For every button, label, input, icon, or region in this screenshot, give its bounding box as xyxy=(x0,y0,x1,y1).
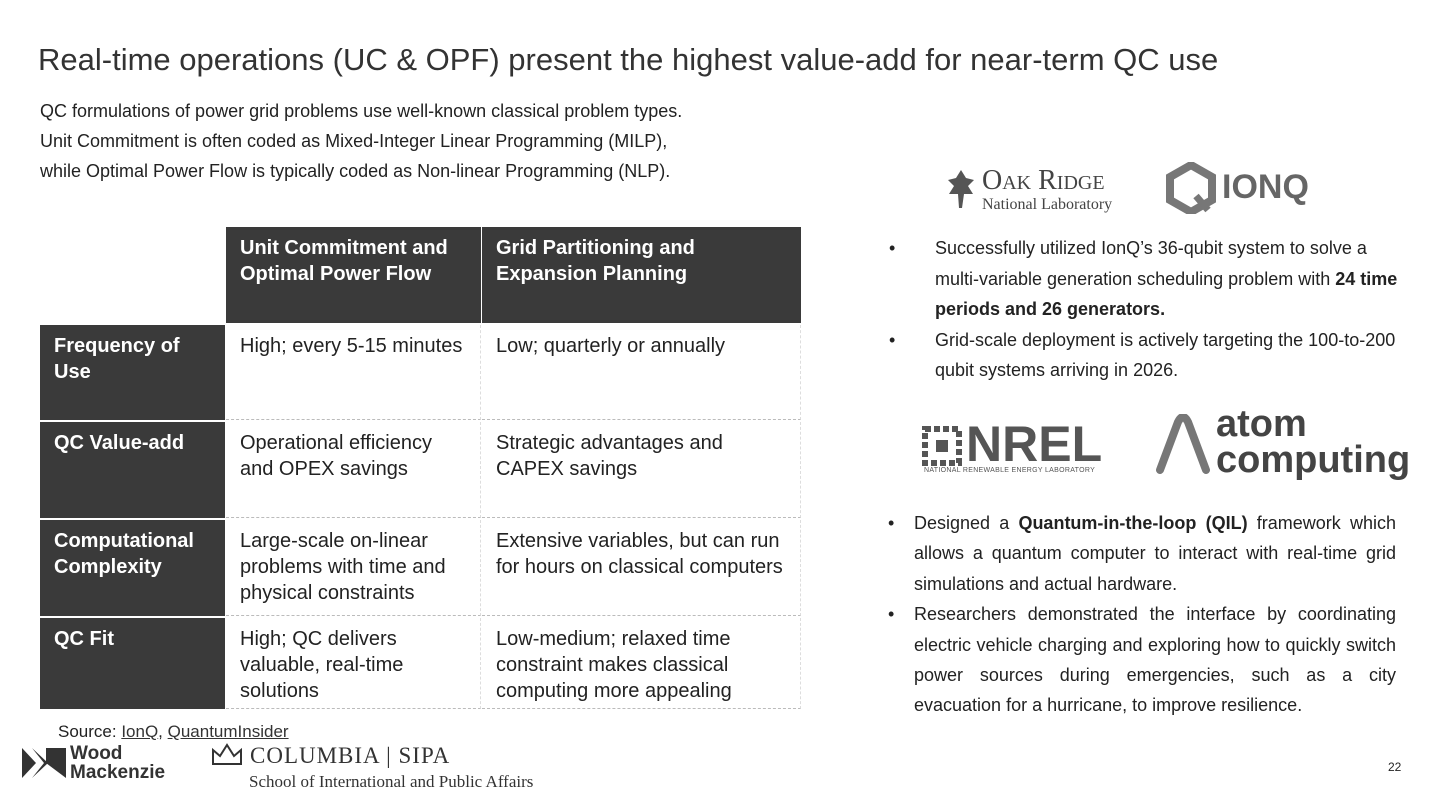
table-cell: Low-medium; relaxed time constraint make… xyxy=(482,618,801,709)
columbia-logo: COLUMBIA | SIPA xyxy=(250,743,451,768)
bullet-text: Quantum-in-the-loop (QIL) xyxy=(1018,513,1248,533)
bullet-text: 24 time periods and 26 generators. xyxy=(935,268,1398,320)
wood-mackenzie-logo: Wood Mackenzie xyxy=(70,744,165,782)
table-cell: Large-scale on-linear problems with time… xyxy=(226,520,481,616)
source-link[interactable]: QuantumInsider xyxy=(167,722,289,741)
nrel-logo: NREL xyxy=(966,416,1103,472)
source-link[interactable]: IonQ xyxy=(121,722,159,741)
oak-ridge-logo: Oak Ridge National Laboratory xyxy=(982,166,1112,214)
logo-text: Wood xyxy=(70,743,123,764)
table-cell: Operational efficiency and OPEX savings xyxy=(226,422,481,518)
bullet: Successfully utilized IonQ’s 36-qubit sy… xyxy=(889,233,1415,325)
table-cell: Strategic advantages and CAPEX savings xyxy=(482,422,801,518)
row-header-cell: QC Value-add xyxy=(40,422,225,518)
row-header-cell: Frequency of Use xyxy=(40,325,225,420)
row-header-cell: Computational Complexity xyxy=(40,520,225,616)
intro: QC formulations of power grid problems u… xyxy=(40,96,682,186)
bullets-top: Successfully utilized IonQ’s 36-qubit sy… xyxy=(889,233,1415,386)
row-header-cell: QC Fit xyxy=(40,618,225,709)
nrel-icon xyxy=(922,426,962,466)
ionq-icon xyxy=(1166,162,1216,214)
bullet-text: Designed a xyxy=(914,513,1019,533)
bullet-text: Grid-scale deployment is actively target… xyxy=(935,329,1396,381)
oak-leaf-icon xyxy=(948,170,974,208)
header-cell: Unit Commitment and Optimal Power Flow xyxy=(226,227,481,323)
wood-mackenzie-icon xyxy=(22,748,66,778)
atom-logo: atom computing xyxy=(1216,403,1411,481)
intro-line: while Optimal Power Flow is typically co… xyxy=(40,161,671,181)
title: Real-time operations (UC & OPF) present … xyxy=(38,42,1219,77)
table-cell: High; every 5-15 minutes xyxy=(226,325,481,420)
nrel-subtitle: NATIONAL RENEWABLE ENERGY LABORATORY xyxy=(924,467,1096,474)
columbia-subtitle: School of International and Public Affai… xyxy=(249,772,534,791)
table-cell: Extensive variables, but can run for hou… xyxy=(482,520,801,616)
crown-icon xyxy=(212,743,242,765)
intro-line: Unit Commitment is often coded as Mixed-… xyxy=(40,131,668,151)
bullet-text: Researchers demonstrated the interface b… xyxy=(914,604,1396,716)
header-cell: Grid Partitioning and Expansion Planning xyxy=(482,227,801,323)
bullet: Researchers demonstrated the interface b… xyxy=(888,599,1396,721)
source: Source: IonQ, QuantumInsider xyxy=(58,722,289,742)
logo-text: Oak Ridge xyxy=(982,165,1105,196)
bullet: Designed a Quantum-in-the-loop (QIL) fra… xyxy=(888,508,1396,599)
source-text: Source: xyxy=(58,722,122,741)
logo-text: National Laboratory xyxy=(982,196,1113,213)
page-number: 22 xyxy=(1388,760,1402,774)
bullets-bottom: Designed a Quantum-in-the-loop (QIL) fra… xyxy=(888,508,1396,721)
table-cell: Low; quarterly or annually xyxy=(482,325,801,420)
logo-text: Mackenzie xyxy=(70,762,166,783)
logo-text: computing xyxy=(1216,439,1411,481)
bullet: Grid-scale deployment is actively target… xyxy=(889,325,1415,386)
logo-text: atom xyxy=(1216,403,1307,445)
bullet-text: Successfully utilized IonQ’s 36-qubit sy… xyxy=(935,238,1367,289)
ionq-logo: IONQ xyxy=(1222,168,1309,206)
table-cell: High; QC delivers valuable, real-time so… xyxy=(226,618,481,709)
intro-line: QC formulations of power grid problems u… xyxy=(40,101,683,121)
bullet-text: framework which allows a quantum compute… xyxy=(914,513,1396,594)
source-text: , xyxy=(158,722,168,741)
atom-icon xyxy=(1156,414,1210,474)
